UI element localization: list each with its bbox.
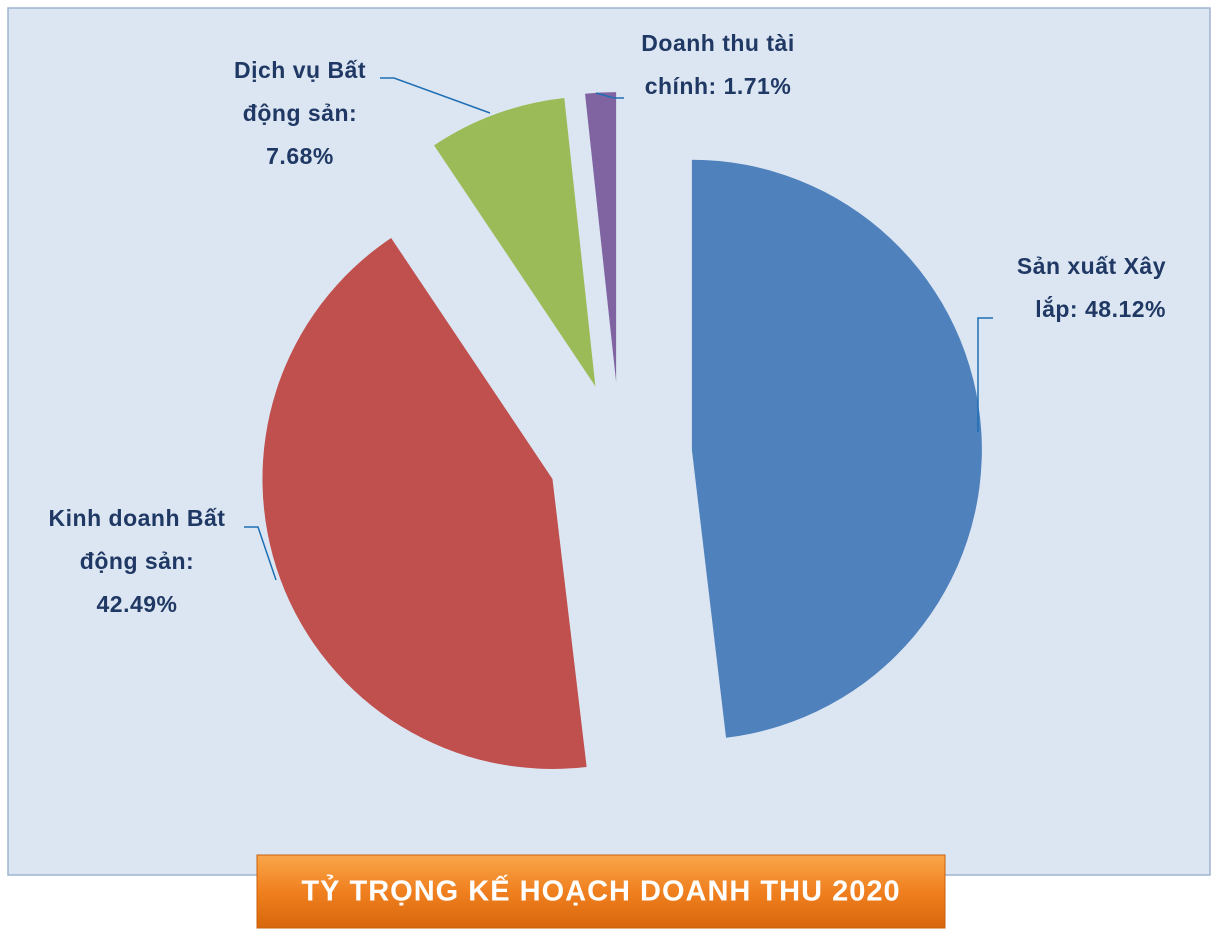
chart-title: TỶ TRỌNG KẾ HOẠCH DOANH THU 2020 — [301, 874, 900, 908]
title-box — [256, 854, 946, 929]
pie-slice — [262, 237, 587, 769]
leader-line — [380, 77, 491, 114]
leader-line — [977, 317, 993, 432]
data-label: Dịch vụ Bất động sản: 7.68% — [234, 57, 366, 169]
pie — [262, 92, 982, 769]
pie-slice — [434, 98, 596, 387]
data-labels: Sản xuất Xây lắp: 48.12% Kinh doanh Bất độn… — [49, 30, 1166, 617]
data-label: Doanh thu tài chính: 1.71% — [641, 30, 794, 99]
pie-slice — [585, 92, 617, 383]
leader-lines — [244, 77, 993, 581]
pie-slice — [691, 159, 982, 738]
data-label: Sản xuất Xây lắp: 48.12% — [1017, 253, 1166, 322]
data-label: Kinh doanh Bất động sản: 42.49% — [49, 505, 226, 617]
leader-line — [244, 526, 277, 581]
leader-line — [595, 92, 624, 99]
